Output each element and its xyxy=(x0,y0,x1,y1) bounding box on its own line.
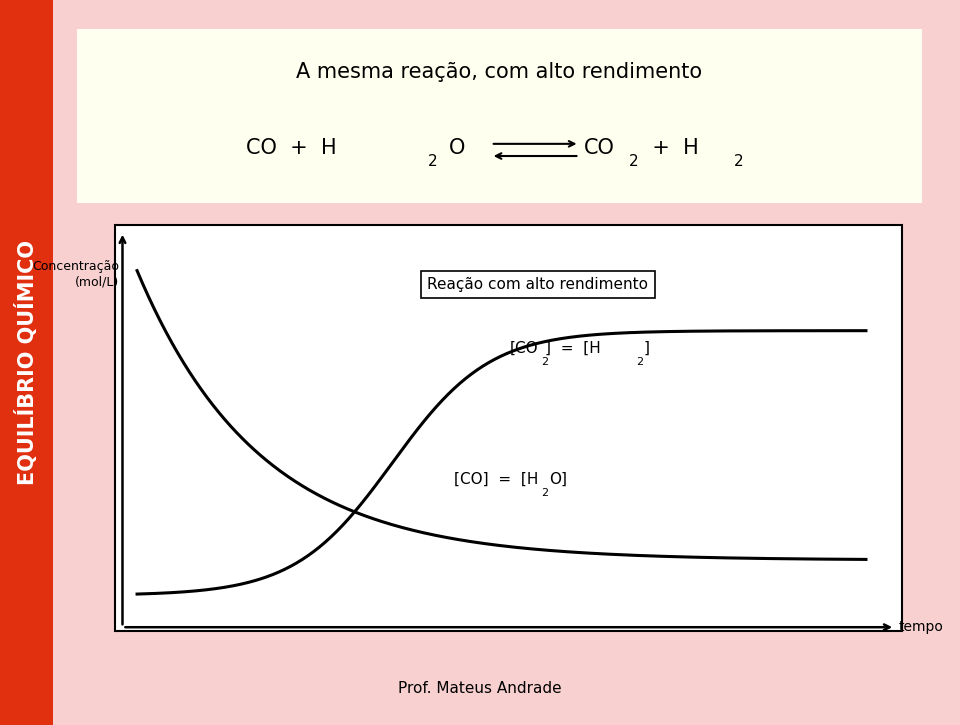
Text: 2: 2 xyxy=(541,357,549,368)
Text: A mesma reação, com alto rendimento: A mesma reação, com alto rendimento xyxy=(296,62,703,83)
Text: 2: 2 xyxy=(427,154,437,170)
Text: Prof. Mateus Andrade: Prof. Mateus Andrade xyxy=(398,682,562,696)
Text: CO  +  H: CO + H xyxy=(246,138,336,158)
Text: ]: ] xyxy=(643,341,650,356)
Text: 2: 2 xyxy=(629,154,638,170)
Text: O: O xyxy=(448,138,465,158)
Text: CO: CO xyxy=(584,138,614,158)
Text: 2: 2 xyxy=(541,488,549,498)
Text: ]  =  [H: ] = [H xyxy=(545,341,601,356)
Text: 2: 2 xyxy=(734,154,744,170)
Text: Reação com alto rendimento: Reação com alto rendimento xyxy=(427,277,648,292)
Text: EQUILÍBRIO QUÍMICO: EQUILÍBRIO QUÍMICO xyxy=(15,240,37,485)
Text: 2: 2 xyxy=(636,357,643,368)
Text: Concentração
(mol/L): Concentração (mol/L) xyxy=(32,260,119,288)
Text: [CO: [CO xyxy=(510,341,538,356)
Text: tempo: tempo xyxy=(899,620,944,634)
Text: +  H: + H xyxy=(638,138,698,158)
Text: [CO]  =  [H: [CO] = [H xyxy=(453,471,538,486)
Text: O]: O] xyxy=(549,471,567,486)
